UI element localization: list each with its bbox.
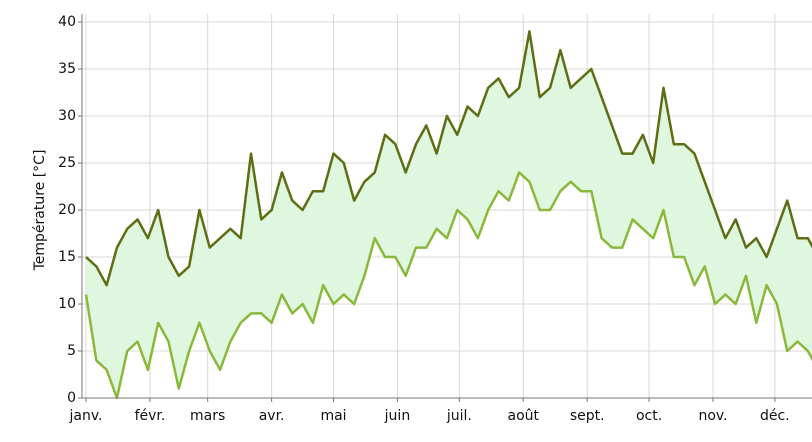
range-fill	[86, 31, 812, 398]
x-tick-label: juin	[384, 408, 411, 424]
x-tick-label: déc.	[760, 408, 790, 424]
y-tick-label: 25	[58, 155, 76, 171]
y-tick-label: 20	[58, 202, 76, 218]
x-tick-label: avr.	[259, 408, 285, 424]
x-tick-label: juil.	[446, 408, 472, 424]
y-tick-label: 15	[58, 249, 76, 265]
x-tick-label: sept.	[570, 408, 605, 424]
x-tick-label: oct.	[636, 408, 662, 424]
y-tick-label: 5	[67, 343, 76, 359]
temperature-line	[84, 171, 812, 400]
temperature-line	[85, 30, 812, 287]
x-tick-label: août	[507, 408, 539, 424]
y-tick-label: 35	[58, 61, 76, 77]
x-tick-label: mars	[190, 408, 225, 424]
x-tick-label: févr.	[135, 408, 166, 424]
x-tick-label: janv.	[69, 408, 103, 424]
y-tick-label: 10	[58, 296, 76, 312]
y-tick-label: 40	[58, 14, 76, 30]
y-tick-label: 30	[58, 108, 76, 124]
x-tick-label: nov.	[698, 408, 727, 424]
x-tick-label: mai	[320, 408, 346, 424]
y-axis-label: Température [°C]	[32, 150, 48, 272]
y-tick-label: 0	[67, 390, 76, 406]
